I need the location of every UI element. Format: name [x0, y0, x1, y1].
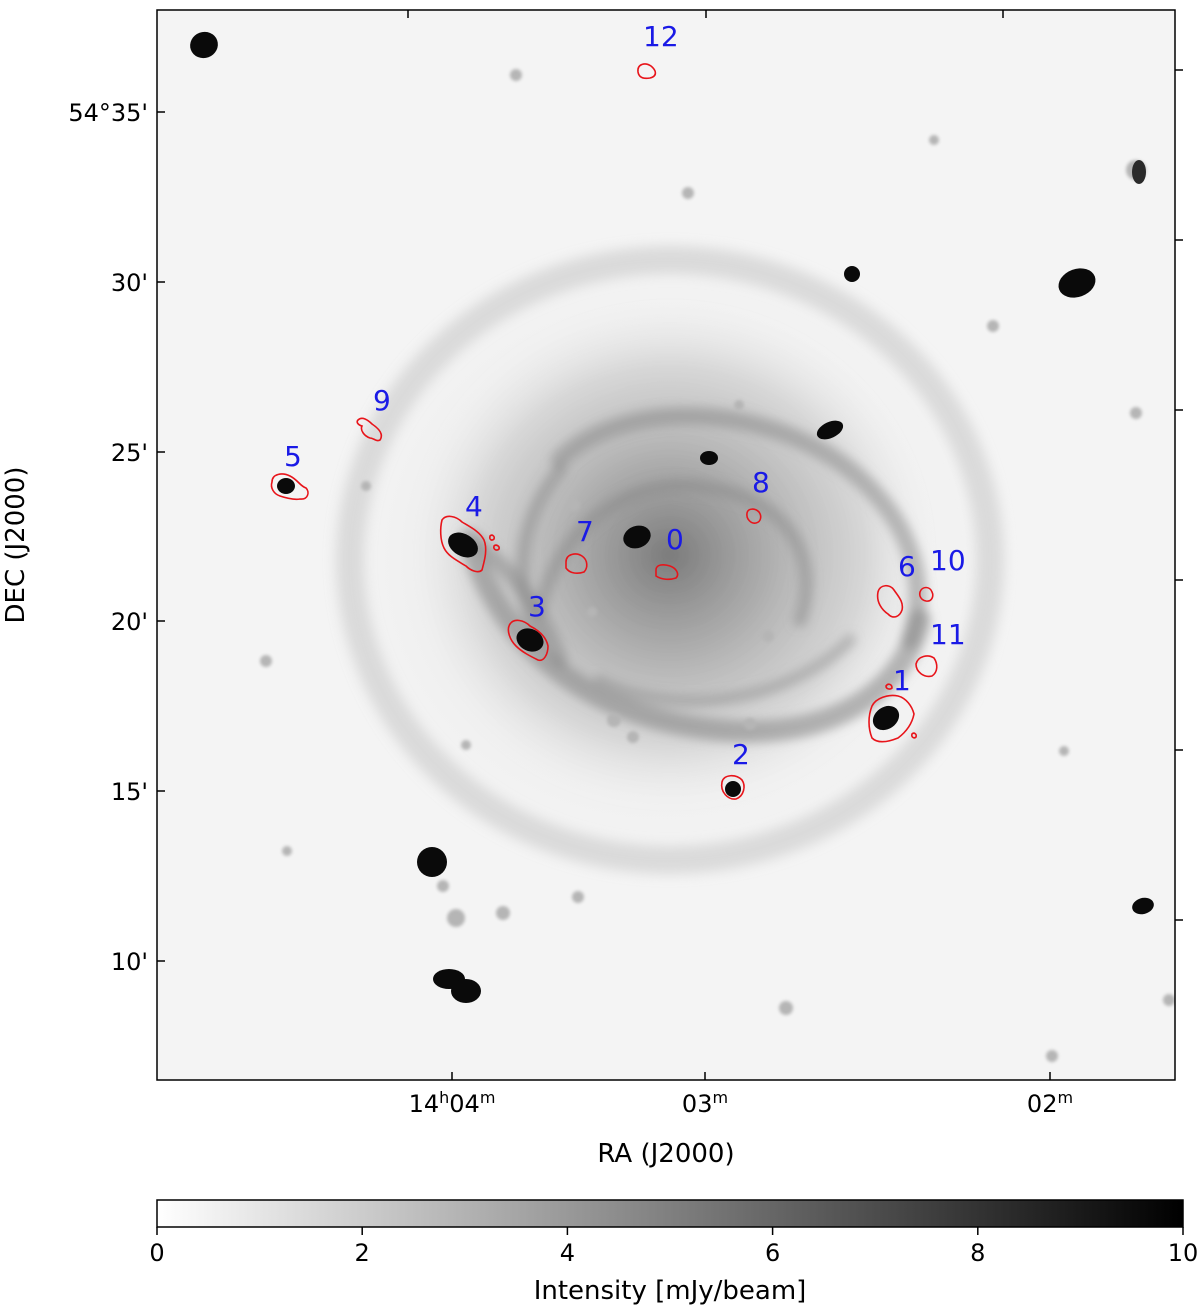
region-label-2: 2 — [732, 738, 750, 771]
colorbar-tick-label: 2 — [355, 1239, 370, 1267]
ra-tick-labels: 14h04m 03m 02m — [409, 1088, 1073, 1118]
dec-tick-labels: 54°35' 30' 25' 20' 15' 10' — [68, 99, 148, 976]
colorbar-ticks — [156, 1227, 1184, 1235]
x-axis-title: RA (J2000) — [597, 1139, 734, 1169]
bright-sources — [190, 31, 1154, 1003]
colorbar-tick-labels: 0 2 4 6 8 10 — [149, 1239, 1198, 1267]
background-noise-sources — [260, 69, 1175, 1062]
colorbar: 0 2 4 6 8 10 Intensity [mJy/beam] — [149, 1199, 1198, 1306]
dec-tick-label: 30' — [111, 269, 148, 297]
spiral-arms — [459, 407, 931, 743]
contour-region-6 — [876, 584, 904, 618]
y-axis-title: DEC (J2000) — [1, 467, 31, 624]
map-frame — [156, 9, 1176, 1081]
contour-region-10 — [918, 586, 934, 602]
contour-region-4-fragment-a — [489, 534, 495, 541]
contour-region-8 — [746, 508, 762, 524]
dec-tick-label: 15' — [111, 778, 148, 806]
outer-disk-ring — [336, 246, 1004, 874]
ra-tick-label-1402: 02m — [1027, 1088, 1073, 1118]
ra-minutes: 03 — [682, 1090, 713, 1118]
contour-region-5 — [270, 473, 309, 501]
axis-ticks — [157, 10, 1183, 1080]
region-label-1: 1 — [893, 664, 911, 697]
ra-minutes: 02 — [1027, 1090, 1058, 1118]
ra-tick-label-1404: 14h04m — [409, 1088, 496, 1118]
contour-region-0 — [655, 564, 679, 581]
region-label-9: 9 — [373, 384, 391, 417]
colorbar-tick-label: 6 — [765, 1239, 780, 1267]
region-labels: 12 9 5 4 8 7 0 6 10 3 11 1 2 — [284, 20, 966, 771]
contour-region-4-fragment-b — [493, 544, 500, 551]
region-label-4: 4 — [465, 490, 483, 523]
contour-region-1-fragment-b — [911, 732, 917, 739]
dec-tick-label: 10' — [111, 948, 148, 976]
contour-region-2 — [720, 774, 745, 800]
contours — [270, 63, 938, 800]
ra-tick-label-1403: 03m — [682, 1088, 728, 1118]
colorbar-tick-label: 10 — [1168, 1239, 1199, 1267]
colorbar-gradient — [156, 1199, 1184, 1228]
region-label-6: 6 — [898, 550, 916, 583]
ra-minutes: 04 — [449, 1090, 480, 1118]
colorbar-tick-label: 8 — [970, 1239, 985, 1267]
region-label-8: 8 — [752, 466, 770, 499]
contour-region-3 — [507, 619, 549, 662]
colorbar-tick-label: 0 — [149, 1239, 164, 1267]
contour-region-12 — [637, 63, 657, 80]
contour-region-1 — [868, 694, 915, 743]
contour-region-9 — [356, 417, 383, 442]
contour-region-7 — [565, 553, 588, 574]
region-label-10: 10 — [930, 544, 966, 577]
ra-hours: 14 — [409, 1090, 440, 1118]
dec-tick-label: 20' — [111, 608, 148, 636]
region-label-3: 3 — [528, 590, 546, 623]
region-label-0: 0 — [666, 523, 684, 556]
contour-region-11 — [915, 655, 938, 678]
region-label-5: 5 — [284, 440, 302, 473]
colorbar-tick-label: 4 — [560, 1239, 575, 1267]
radio-image — [157, 10, 1175, 1080]
dec-tick-label: 54°35' — [68, 99, 148, 127]
region-label-11: 11 — [930, 618, 966, 651]
colorbar-label: Intensity [mJy/beam] — [534, 1276, 807, 1306]
contour-region-4 — [439, 515, 487, 573]
dec-tick-label: 25' — [111, 439, 148, 467]
region-label-7: 7 — [576, 515, 594, 548]
region-label-12: 12 — [643, 20, 679, 53]
contour-region-1-fragment-a — [885, 683, 893, 690]
